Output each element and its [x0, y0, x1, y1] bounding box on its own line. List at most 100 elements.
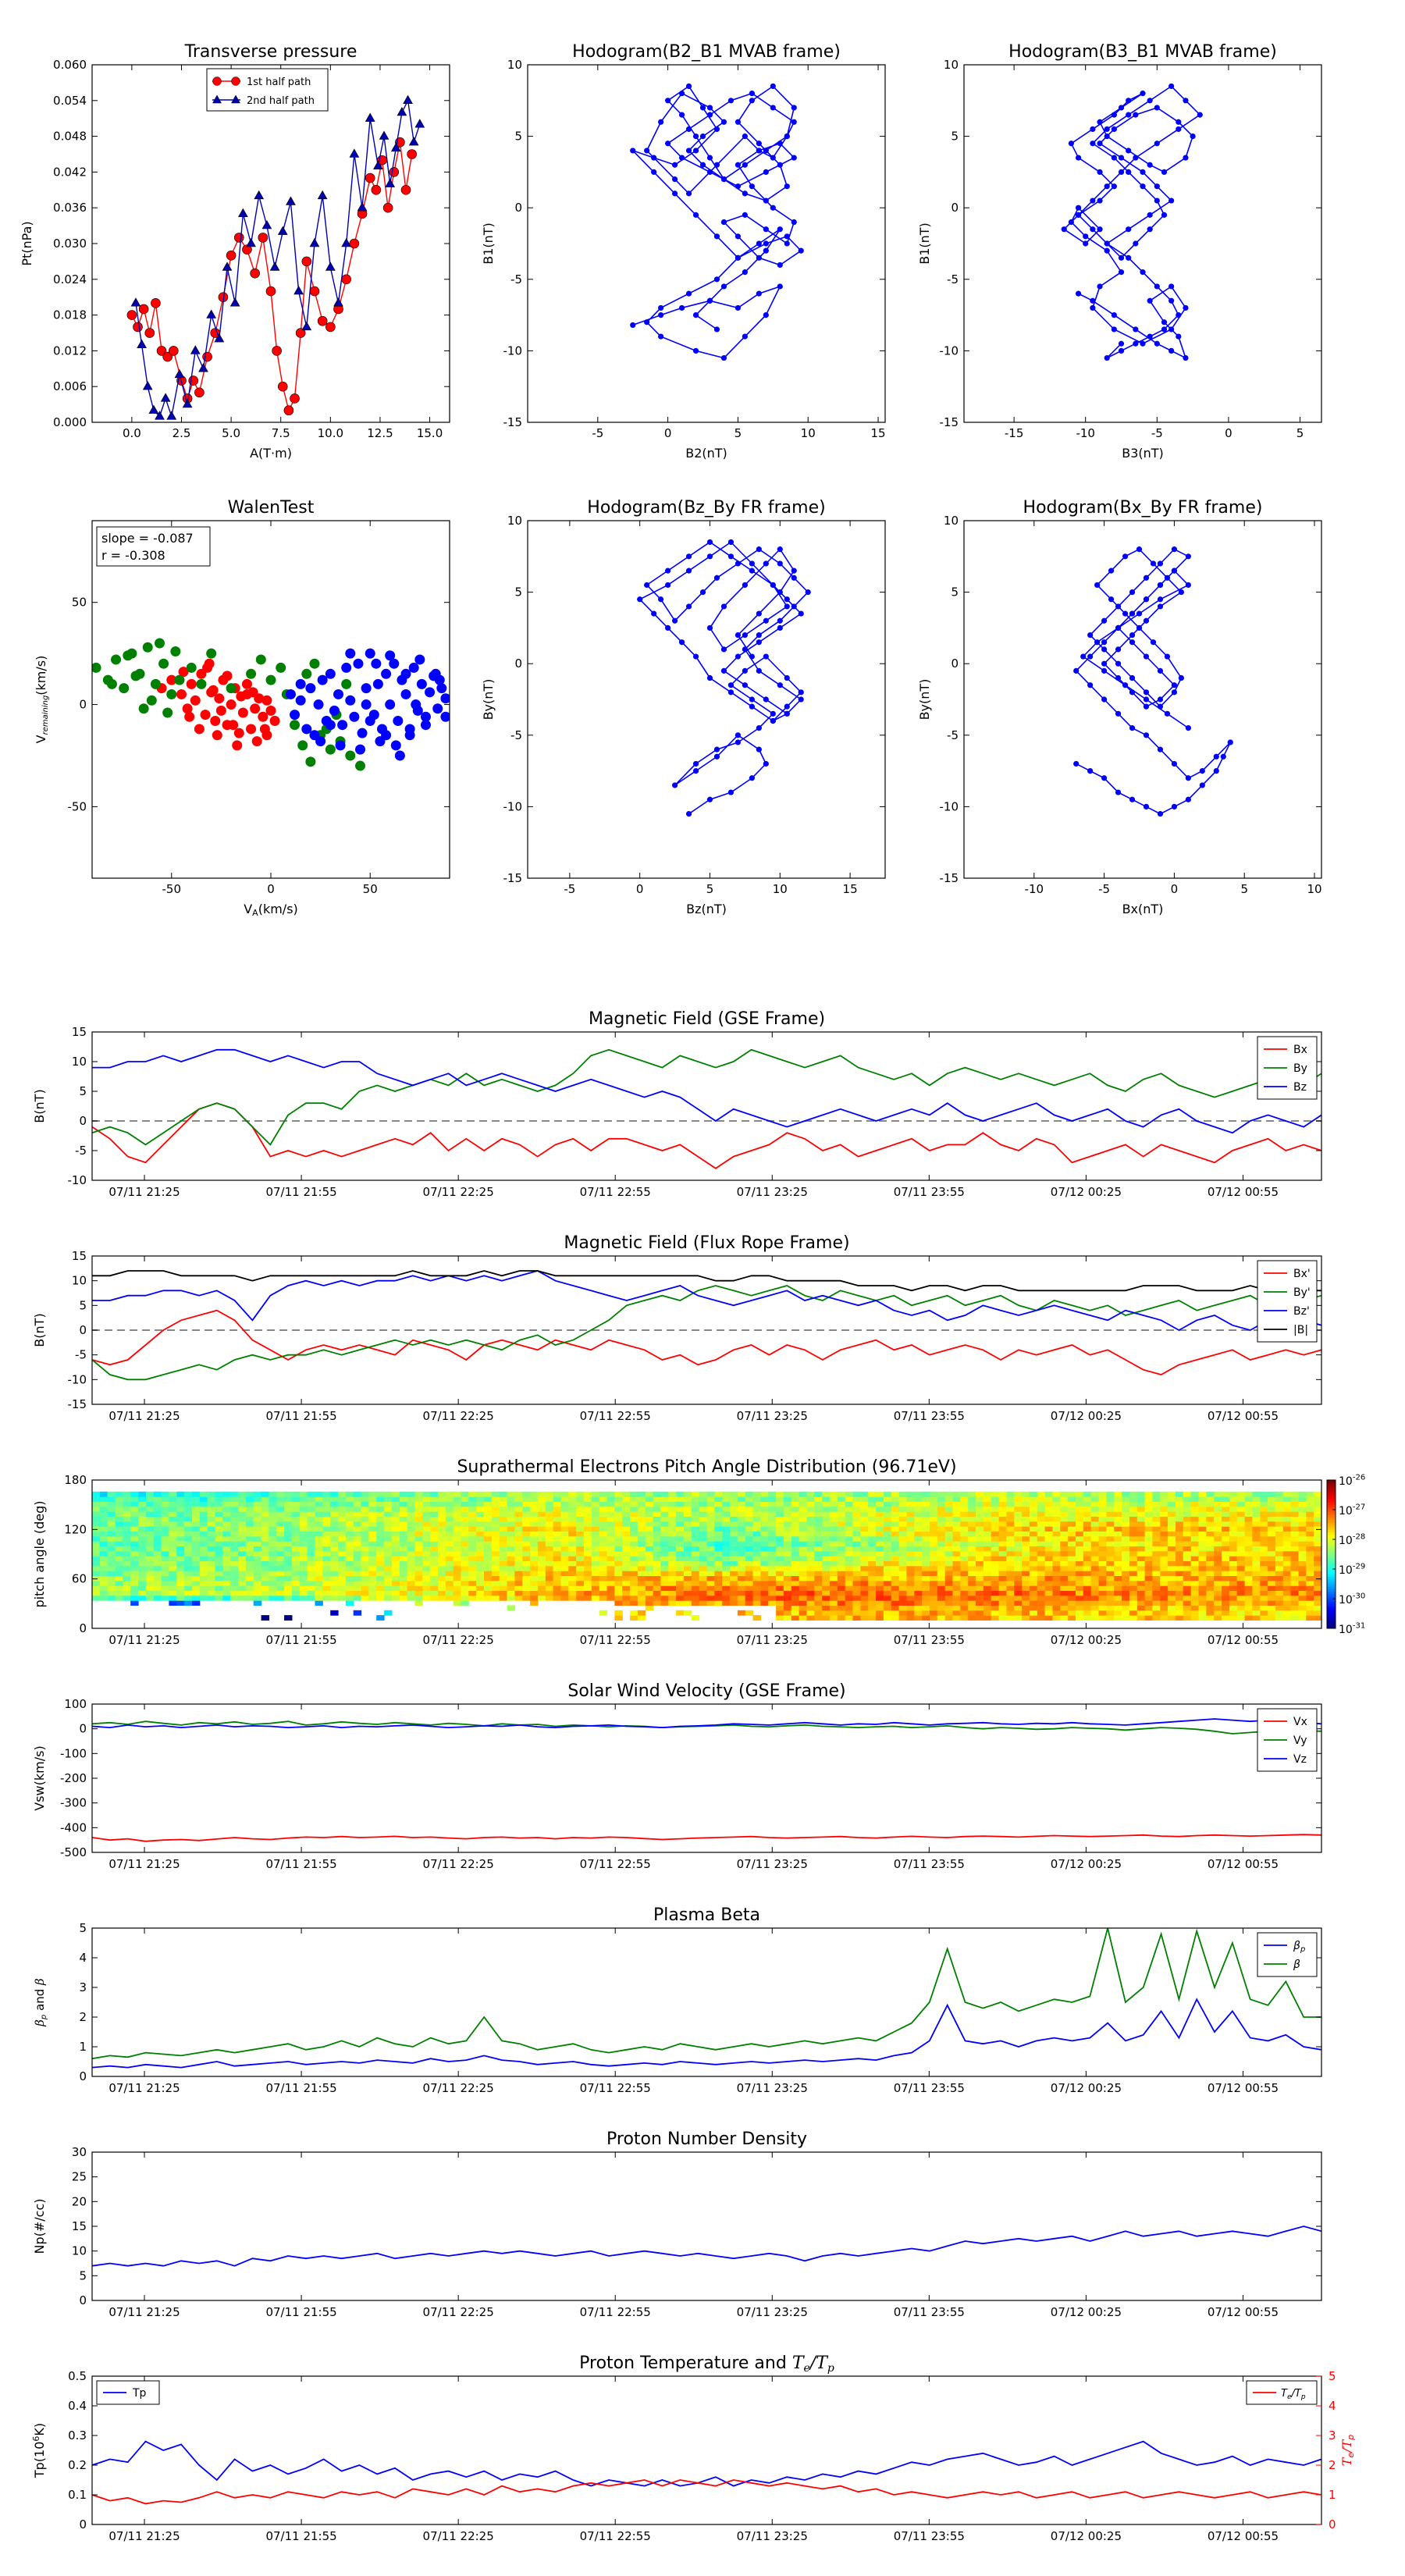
heatmap-cell: [453, 1496, 462, 1502]
data-point: [1157, 746, 1164, 753]
heatmap-cell: [1006, 1565, 1015, 1571]
data-point: [325, 322, 336, 333]
heatmap-cell: [453, 1541, 462, 1546]
heatmap-cell: [1090, 1610, 1100, 1616]
heatmap-cell: [684, 1526, 692, 1532]
heatmap-cell: [1306, 1560, 1314, 1567]
heatmap-cell: [222, 1501, 231, 1507]
y-tick-label: 0.012: [53, 343, 87, 358]
heatmap-cell: [860, 1526, 869, 1532]
heatmap-cell: [445, 1571, 454, 1576]
data-point: [1090, 226, 1096, 233]
heatmap-cell: [1152, 1560, 1161, 1567]
heatmap-cell: [1152, 1580, 1161, 1586]
heatmap-cell: [530, 1526, 539, 1532]
heatmap-cell: [1044, 1560, 1053, 1567]
heatmap-cell: [745, 1575, 754, 1582]
heatmap-cell: [1236, 1541, 1246, 1546]
heatmap-cell: [1306, 1550, 1314, 1557]
heatmap-cell: [384, 1571, 393, 1576]
heatmap-cell: [1052, 1496, 1061, 1502]
heatmap-cell: [169, 1585, 177, 1591]
heatmap-cell: [991, 1526, 1000, 1532]
heatmap-cell: [230, 1541, 239, 1546]
data-point: [763, 312, 769, 318]
heatmap-cell: [1037, 1511, 1046, 1517]
heatmap-cell: [937, 1571, 946, 1576]
heatmap-cell: [553, 1546, 561, 1552]
y-tick-label: -5: [75, 1144, 87, 1158]
heatmap-cell: [584, 1526, 592, 1532]
heatmap-cell: [530, 1521, 539, 1527]
heatmap-cell: [514, 1550, 523, 1557]
heatmap-cell: [276, 1546, 285, 1552]
heatmap-cell: [207, 1590, 216, 1596]
heatmap-cell: [361, 1526, 369, 1532]
heatmap-cell: [837, 1590, 846, 1596]
heatmap-cell: [184, 1535, 193, 1542]
heatmap-cell: [245, 1526, 254, 1532]
heatmap-cell: [184, 1560, 193, 1567]
heatmap-cell: [1314, 1526, 1321, 1532]
heatmap-cell: [407, 1546, 415, 1552]
heatmap-cell: [691, 1580, 700, 1586]
y-tick-label: 10: [72, 1055, 87, 1069]
data-point: [1157, 596, 1164, 603]
heatmap-cell: [169, 1521, 177, 1527]
heatmap-cell: [1198, 1605, 1207, 1611]
data-point: [756, 746, 762, 753]
heatmap-cell: [1229, 1571, 1238, 1576]
heatmap-cell: [345, 1501, 354, 1507]
heatmap-cell: [960, 1531, 969, 1537]
heatmap-cell: [968, 1610, 976, 1616]
heatmap-cell: [568, 1516, 577, 1522]
heatmap-cell: [530, 1496, 539, 1502]
heatmap-cell: [560, 1526, 569, 1532]
heatmap-cell: [576, 1496, 585, 1502]
data-point: [727, 553, 735, 560]
heatmap-cell: [576, 1491, 585, 1497]
heatmap-cell: [1083, 1565, 1092, 1571]
heatmap-cell: [438, 1501, 446, 1507]
heatmap-cell: [299, 1531, 308, 1537]
heatmap-cell: [1206, 1575, 1215, 1582]
heatmap-cell: [461, 1560, 469, 1567]
heatmap-cell: [491, 1511, 500, 1517]
heatmap-cell: [407, 1501, 415, 1507]
data-point: [212, 730, 222, 741]
heatmap-cell: [668, 1571, 677, 1576]
data-point: [749, 703, 755, 710]
y-axis-label: Vsw(km/s): [32, 1745, 47, 1810]
heatmap-cell: [1198, 1526, 1207, 1532]
data-point: [138, 703, 149, 714]
heatmap-cell: [522, 1506, 531, 1512]
heatmap-cell: [530, 1556, 539, 1561]
heatmap-cell: [691, 1541, 700, 1546]
heatmap-cell: [238, 1521, 247, 1527]
heatmap-cell: [1052, 1590, 1061, 1596]
heatmap-cell: [461, 1585, 469, 1591]
data-point: [784, 240, 790, 247]
heatmap-cell: [668, 1590, 677, 1596]
data-point: [390, 142, 401, 152]
heatmap-cell: [1214, 1501, 1222, 1507]
heatmap-cell: [660, 1556, 669, 1561]
heatmap-cell: [752, 1496, 761, 1502]
heatmap-cell: [906, 1496, 915, 1502]
heatmap-cell: [376, 1491, 385, 1497]
heatmap-cell: [514, 1506, 523, 1512]
heatmap-cell: [576, 1516, 585, 1522]
heatmap-cell: [453, 1506, 462, 1512]
heatmap-cell: [107, 1585, 116, 1591]
heatmap-cell: [461, 1511, 469, 1517]
data-point: [345, 750, 356, 761]
heatmap-cell: [1044, 1575, 1053, 1582]
heatmap-cell: [499, 1501, 508, 1507]
heatmap-cell: [361, 1541, 369, 1546]
heatmap-cell: [422, 1571, 431, 1576]
heatmap-cell: [315, 1546, 323, 1552]
heatmap-cell: [507, 1590, 515, 1596]
heatmap-cell: [1282, 1605, 1292, 1611]
data-point: [637, 596, 643, 603]
